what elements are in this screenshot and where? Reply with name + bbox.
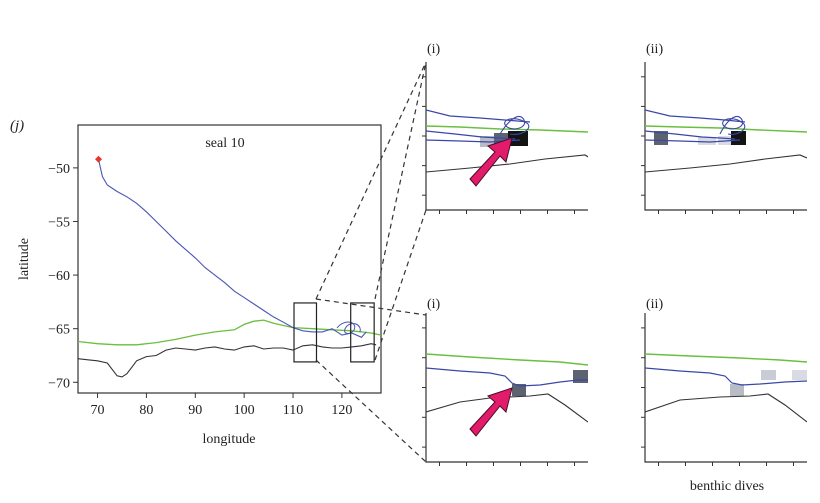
inset-bottom-right-axes bbox=[644, 313, 807, 463]
connector-top-a bbox=[315, 61, 427, 300]
main-plot-frame bbox=[77, 124, 382, 394]
inset-track bbox=[645, 109, 746, 123]
inset-track bbox=[426, 109, 531, 123]
inset-bottom-right-ticks bbox=[641, 327, 794, 466]
connector-bot-a bbox=[315, 298, 427, 316]
coastline-series bbox=[78, 343, 377, 378]
inset-bottom-right-label: (ii) bbox=[646, 297, 663, 312]
highlight-arrow bbox=[469, 387, 513, 437]
main-title: seal 10 bbox=[205, 136, 244, 151]
y-tick-label: −70 bbox=[48, 376, 70, 391]
x-tick-label: 70 bbox=[91, 403, 105, 418]
y-tick-label: −50 bbox=[48, 162, 70, 177]
dive-square bbox=[654, 131, 668, 145]
inset-front-line bbox=[645, 125, 807, 133]
x-tick-label: 90 bbox=[188, 403, 202, 418]
connector-bot-b bbox=[315, 359, 427, 463]
dive-square bbox=[512, 384, 526, 396]
inset-track bbox=[645, 367, 807, 386]
y-tick-label: −65 bbox=[48, 323, 70, 338]
inset-coastline bbox=[645, 154, 807, 173]
inset-front-line bbox=[645, 353, 807, 363]
inset-front-line bbox=[426, 353, 588, 366]
dive-square bbox=[761, 370, 776, 380]
connector-top-b bbox=[374, 61, 427, 300]
inset-track-loops bbox=[719, 116, 746, 135]
inset-top-left-label: (i) bbox=[427, 42, 441, 57]
inset-bottom-left: (i) bbox=[422, 297, 588, 466]
footer-label: benthic dives bbox=[690, 479, 764, 494]
inset-bottom-left-ticks bbox=[422, 327, 575, 466]
inset-top-right-axes bbox=[644, 62, 807, 211]
inset-top-left-ticks bbox=[422, 76, 575, 214]
seal-track-series bbox=[97, 159, 367, 338]
highlight-arrow bbox=[469, 137, 513, 187]
inset-coastline bbox=[426, 154, 588, 173]
x-tick-label: 100 bbox=[234, 403, 255, 418]
zoom-box-1 bbox=[293, 302, 318, 363]
panel-label: (j) bbox=[10, 118, 24, 134]
zoom-box-2 bbox=[350, 302, 375, 363]
inset-track bbox=[645, 130, 736, 140]
inset-coastline bbox=[426, 393, 588, 423]
dive-square bbox=[573, 370, 588, 383]
inset-track bbox=[645, 139, 741, 143]
x-tick-label: 80 bbox=[139, 403, 153, 418]
y-tick-label: −60 bbox=[48, 269, 70, 284]
track-loop-detail bbox=[336, 321, 361, 334]
dive-square bbox=[730, 384, 744, 396]
inset-top-right-ticks bbox=[641, 76, 794, 214]
start-marker bbox=[95, 155, 103, 163]
inset-front-line bbox=[426, 125, 588, 133]
dive-square bbox=[698, 137, 716, 145]
inset-top-right-label: (ii) bbox=[646, 42, 663, 57]
inset-track-loops bbox=[499, 116, 530, 135]
x-tick-label: 120 bbox=[331, 403, 352, 418]
main-ticks: 70 80 90 100 110 120 −50 −55 −60 −65 −70 bbox=[48, 162, 352, 418]
main-series bbox=[78, 159, 381, 378]
inset-coastline bbox=[645, 393, 807, 423]
inset-top-left-axes bbox=[425, 62, 588, 211]
inset-bottom-right: (ii) bbox=[641, 297, 807, 466]
inset-top-left: (i) bbox=[422, 42, 588, 214]
main-xlabel: longitude bbox=[203, 432, 256, 447]
dive-square bbox=[792, 370, 807, 380]
connector-top-c bbox=[374, 209, 427, 361]
main-ylabel: latitude bbox=[17, 238, 32, 280]
zoom-connectors bbox=[315, 61, 427, 463]
x-tick-label: 110 bbox=[283, 403, 303, 418]
y-tick-label: −55 bbox=[48, 215, 70, 230]
front-line-series bbox=[78, 319, 381, 346]
inset-bottom-left-label: (i) bbox=[427, 297, 441, 312]
inset-track bbox=[426, 367, 588, 387]
inset-track bbox=[426, 130, 516, 140]
inset-top-right: (ii) bbox=[641, 42, 807, 214]
main-map: 70 80 90 100 110 120 −50 −55 −60 −65 −70 seal 10 l… bbox=[17, 124, 382, 447]
inset-bottom-left-axes bbox=[425, 313, 588, 463]
